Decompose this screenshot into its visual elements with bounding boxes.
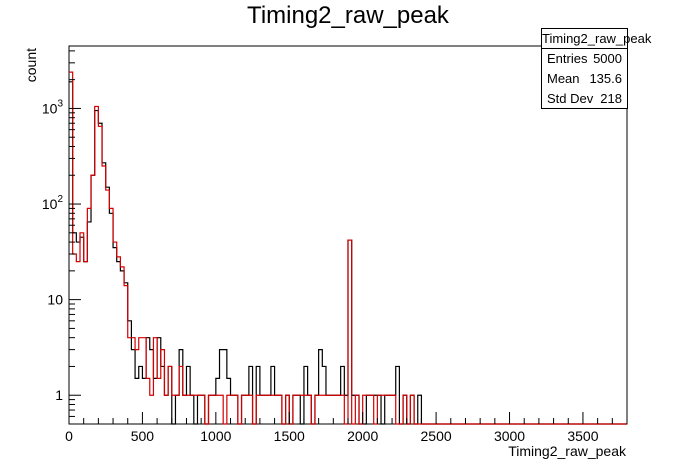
stats-box-title: Timing2_raw_peak — [542, 29, 651, 49]
y-tick-label: 1 — [55, 387, 63, 403]
x-tick-label: 2500 — [421, 428, 452, 444]
chart-title: Timing2_raw_peak — [247, 2, 449, 29]
y-tick-label: 102 — [42, 194, 64, 212]
x-tick-label: 0 — [65, 428, 73, 444]
y-tick-label: 103 — [42, 98, 64, 116]
y-axis: 1 10 102 103 — [42, 50, 81, 425]
x-tick-label: 3000 — [494, 428, 525, 444]
y-axis-label: count — [23, 48, 39, 82]
stats-value: 5000 — [593, 51, 622, 66]
stats-value: 218 — [600, 91, 622, 106]
stats-label: Std Dev — [547, 91, 594, 106]
stats-label: Entries — [547, 51, 588, 66]
x-tick-label: 2000 — [347, 428, 378, 444]
x-tick-label: 1000 — [200, 428, 231, 444]
stats-box: Timing2_raw_peak Entries 5000 Mean 135.6… — [541, 28, 651, 109]
stats-row-entries: Entries 5000 — [542, 49, 627, 69]
x-tick-label: 1500 — [274, 428, 305, 444]
stats-label: Mean — [547, 71, 580, 86]
y-tick-label: 10 — [47, 292, 63, 308]
histogram-lines — [69, 71, 627, 425]
stats-row-stddev: Std Dev 218 — [542, 89, 627, 109]
stats-row-mean: Mean 135.6 — [542, 69, 627, 89]
x-tick-label: 500 — [131, 428, 155, 444]
stats-value: 135.6 — [589, 71, 622, 86]
x-axis-label: Timing2_raw_peak — [508, 443, 627, 459]
histogram-series-1 — [69, 71, 627, 425]
x-tick-label: 3500 — [567, 428, 598, 444]
x-axis: 0 500 1000 1500 2000 2500 3000 3500 — [65, 412, 628, 444]
